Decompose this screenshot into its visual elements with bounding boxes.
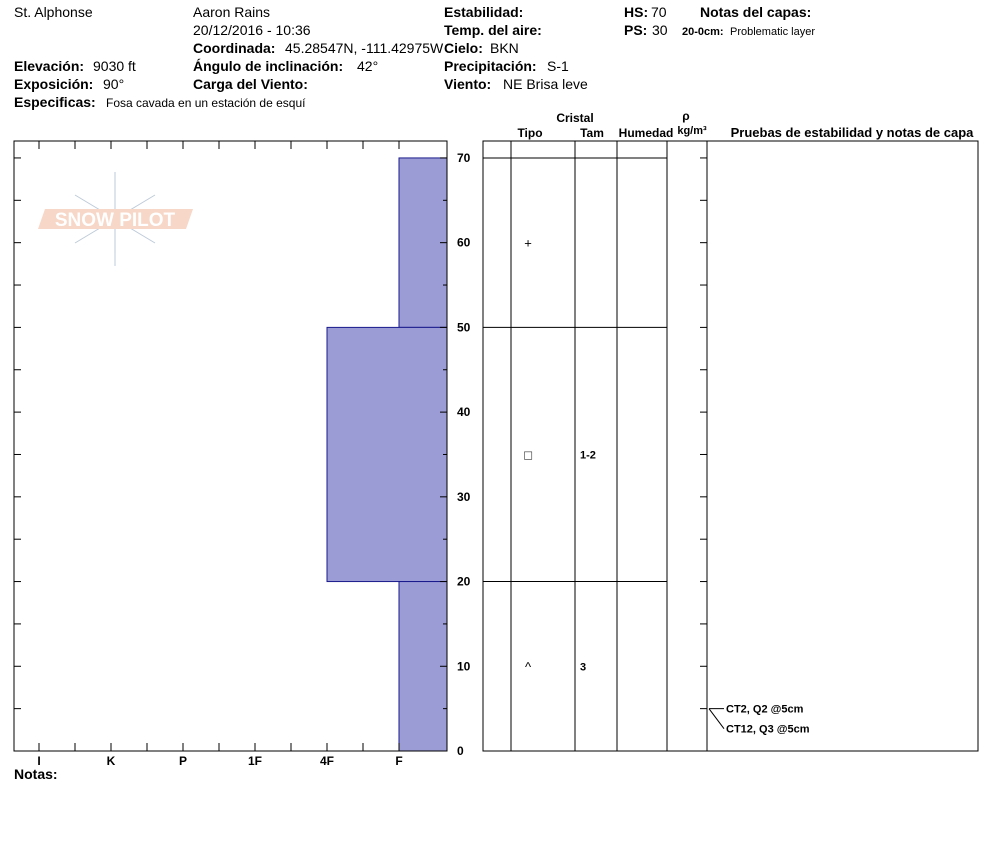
test-label: CT12, Q3 @5cm (726, 724, 810, 736)
label: Temp. del aire: (444, 22, 542, 38)
label: Coordinada: (193, 40, 275, 56)
label: Viento: (444, 76, 491, 92)
test-label: CT2, Q2 @5cm (726, 704, 804, 716)
header: St. Alphonse Aaron Rains 20/12/2016 - 10… (14, 4, 815, 782)
value: 70 (651, 4, 667, 20)
location: St. Alphonse (14, 4, 93, 20)
value: NE Brisa leve (503, 76, 588, 92)
datetime: 20/12/2016 - 10:36 (193, 22, 311, 38)
value: 45.28547N, -111.42975W (285, 40, 444, 56)
value: BKN (490, 40, 519, 56)
hardness-frame (13, 140, 448, 752)
label: Elevación: (14, 58, 84, 74)
hardness-label: P (179, 754, 187, 768)
label: Precipitación: (444, 58, 537, 74)
label: Especificas: (14, 94, 96, 110)
y-tick-label: 40 (457, 405, 471, 419)
plot: I K P 1F 4F F 0 10 20 30 40 50 60 70 + □ 1-2 ^ 3 Cristal Tip… (13, 109, 979, 768)
value: 42° (357, 58, 378, 74)
column-heading: Tipo (517, 126, 542, 140)
hardness-bar (398, 581, 448, 752)
notes-text: Problematic layer (730, 26, 815, 38)
label: Exposición: (14, 76, 93, 92)
value: 90° (103, 76, 124, 92)
y-tick-label: 60 (457, 236, 471, 250)
column-heading: Pruebas de estabilidad y notas de capa (731, 125, 975, 140)
column-heading: kg/m³ (677, 125, 707, 137)
hardness-label: F (395, 754, 402, 768)
value: S-1 (547, 58, 569, 74)
label: Ángulo de inclinación: (193, 58, 343, 74)
y-tick-label: 70 (457, 151, 471, 165)
value: 9030 ft (93, 58, 136, 74)
label: Notas del capas: (700, 4, 811, 20)
label: HS: (624, 4, 648, 20)
grain-type: + (524, 236, 532, 251)
logo-text: SNOW PILOT (55, 210, 176, 231)
label: PS: (624, 22, 647, 38)
hardness-label: I (37, 754, 40, 768)
notes-depth: 20-0cm: (682, 26, 724, 38)
hardness-bar (326, 326, 448, 583)
table-frame (482, 140, 979, 752)
logo: SNOW PILOT (38, 172, 193, 266)
y-tick-label: 0 (457, 744, 464, 758)
label: Cielo: (444, 40, 483, 56)
grain-size: 1-2 (580, 449, 596, 461)
grain-size: 3 (580, 661, 586, 673)
column-heading: Tam (580, 126, 604, 140)
value: Fosa cavada en un estación de esquí (106, 96, 306, 110)
observer: Aaron Rains (193, 4, 270, 20)
hardness-label: 4F (320, 754, 334, 768)
grain-type: □ (524, 447, 532, 462)
y-tick-label: 10 (457, 659, 471, 673)
y-tick-label: 30 (457, 490, 471, 504)
column-heading: Humedad (619, 126, 674, 140)
y-tick-label: 20 (457, 575, 471, 589)
hardness-bar (398, 157, 448, 328)
column-heading: ρ (682, 109, 689, 123)
grain-type: ^ (525, 659, 532, 674)
hardness-label: K (107, 754, 116, 768)
label: Estabilidad: (444, 4, 523, 20)
column-heading: Cristal (556, 111, 593, 125)
test-arrow (708, 708, 725, 729)
y-tick-label: 50 (457, 320, 471, 334)
value: 30 (652, 22, 668, 38)
hardness-label: 1F (248, 754, 262, 768)
label: Carga del Viento: (193, 76, 308, 92)
footer-notes: Notas: (14, 766, 58, 782)
